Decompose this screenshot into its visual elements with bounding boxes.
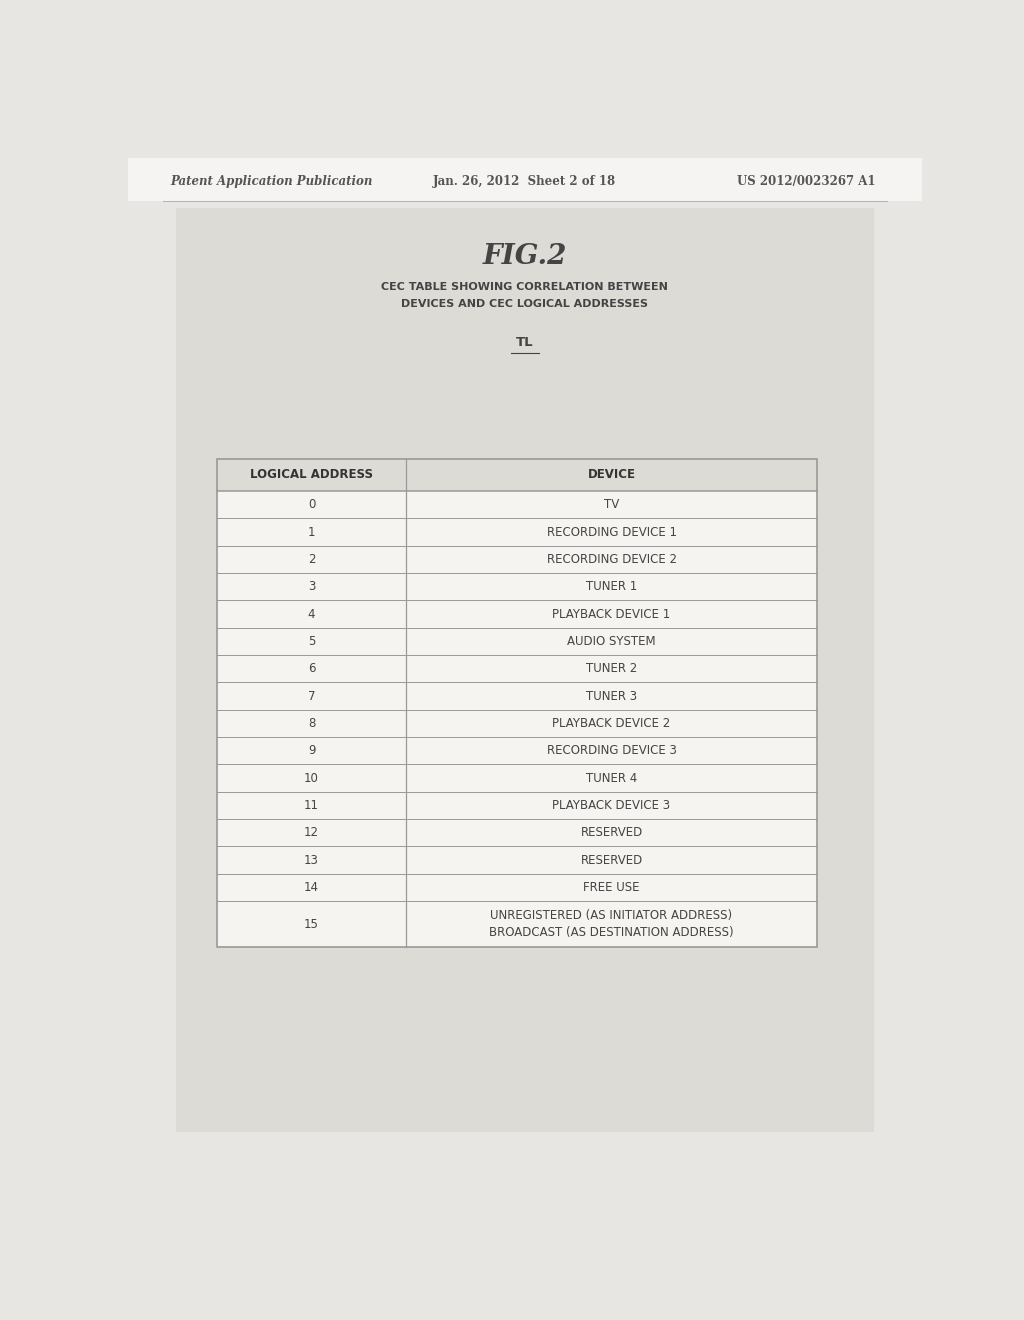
Text: US 2012/0023267 A1: US 2012/0023267 A1 (737, 176, 876, 187)
Bar (217, 459, 817, 948)
Text: 9: 9 (308, 744, 315, 758)
Text: 12: 12 (304, 826, 319, 840)
Text: UNREGISTERED (AS INITIATOR ADDRESS)
BROADCAST (AS DESTINATION ADDRESS): UNREGISTERED (AS INITIATOR ADDRESS) BROA… (489, 909, 734, 939)
Text: TUNER 2: TUNER 2 (586, 663, 637, 676)
Text: RESERVED: RESERVED (581, 826, 643, 840)
Text: LOGICAL ADDRESS: LOGICAL ADDRESS (250, 469, 373, 482)
Text: 3: 3 (308, 581, 315, 593)
Text: 0: 0 (308, 498, 315, 511)
Text: 5: 5 (308, 635, 315, 648)
Text: 8: 8 (308, 717, 315, 730)
Text: PLAYBACK DEVICE 2: PLAYBACK DEVICE 2 (552, 717, 671, 730)
Text: Patent Application Publication: Patent Application Publication (171, 176, 373, 187)
Text: 11: 11 (304, 799, 319, 812)
Text: Jan. 26, 2012  Sheet 2 of 18: Jan. 26, 2012 Sheet 2 of 18 (433, 176, 616, 187)
Text: DEVICE: DEVICE (588, 469, 636, 482)
Bar (217, 459, 817, 491)
Text: 6: 6 (308, 663, 315, 676)
Text: TL: TL (516, 335, 534, 348)
Text: TUNER 4: TUNER 4 (586, 772, 637, 784)
Text: PLAYBACK DEVICE 1: PLAYBACK DEVICE 1 (552, 607, 671, 620)
Text: DEVICES AND CEC LOGICAL ADDRESSES: DEVICES AND CEC LOGICAL ADDRESSES (401, 298, 648, 309)
Bar (128, 158, 922, 201)
Text: 10: 10 (304, 772, 319, 784)
Text: RECORDING DEVICE 3: RECORDING DEVICE 3 (547, 744, 677, 758)
Text: PLAYBACK DEVICE 3: PLAYBACK DEVICE 3 (553, 799, 671, 812)
Text: FIG.2: FIG.2 (482, 243, 567, 271)
Text: AUDIO SYSTEM: AUDIO SYSTEM (567, 635, 655, 648)
Text: RECORDING DEVICE 1: RECORDING DEVICE 1 (547, 525, 677, 539)
Bar (176, 209, 873, 1133)
Text: 15: 15 (304, 917, 319, 931)
Text: RECORDING DEVICE 2: RECORDING DEVICE 2 (547, 553, 677, 566)
Text: TUNER 1: TUNER 1 (586, 581, 637, 593)
Text: 2: 2 (308, 553, 315, 566)
Text: TUNER 3: TUNER 3 (586, 689, 637, 702)
Text: RESERVED: RESERVED (581, 854, 643, 866)
Bar (217, 459, 817, 948)
Text: 1: 1 (308, 525, 315, 539)
Text: CEC TABLE SHOWING CORRELATION BETWEEN: CEC TABLE SHOWING CORRELATION BETWEEN (381, 281, 669, 292)
Text: 7: 7 (308, 689, 315, 702)
Text: 13: 13 (304, 854, 319, 866)
Text: FREE USE: FREE USE (584, 880, 640, 894)
Text: 4: 4 (308, 607, 315, 620)
Text: 14: 14 (304, 880, 319, 894)
Text: TV: TV (604, 498, 620, 511)
